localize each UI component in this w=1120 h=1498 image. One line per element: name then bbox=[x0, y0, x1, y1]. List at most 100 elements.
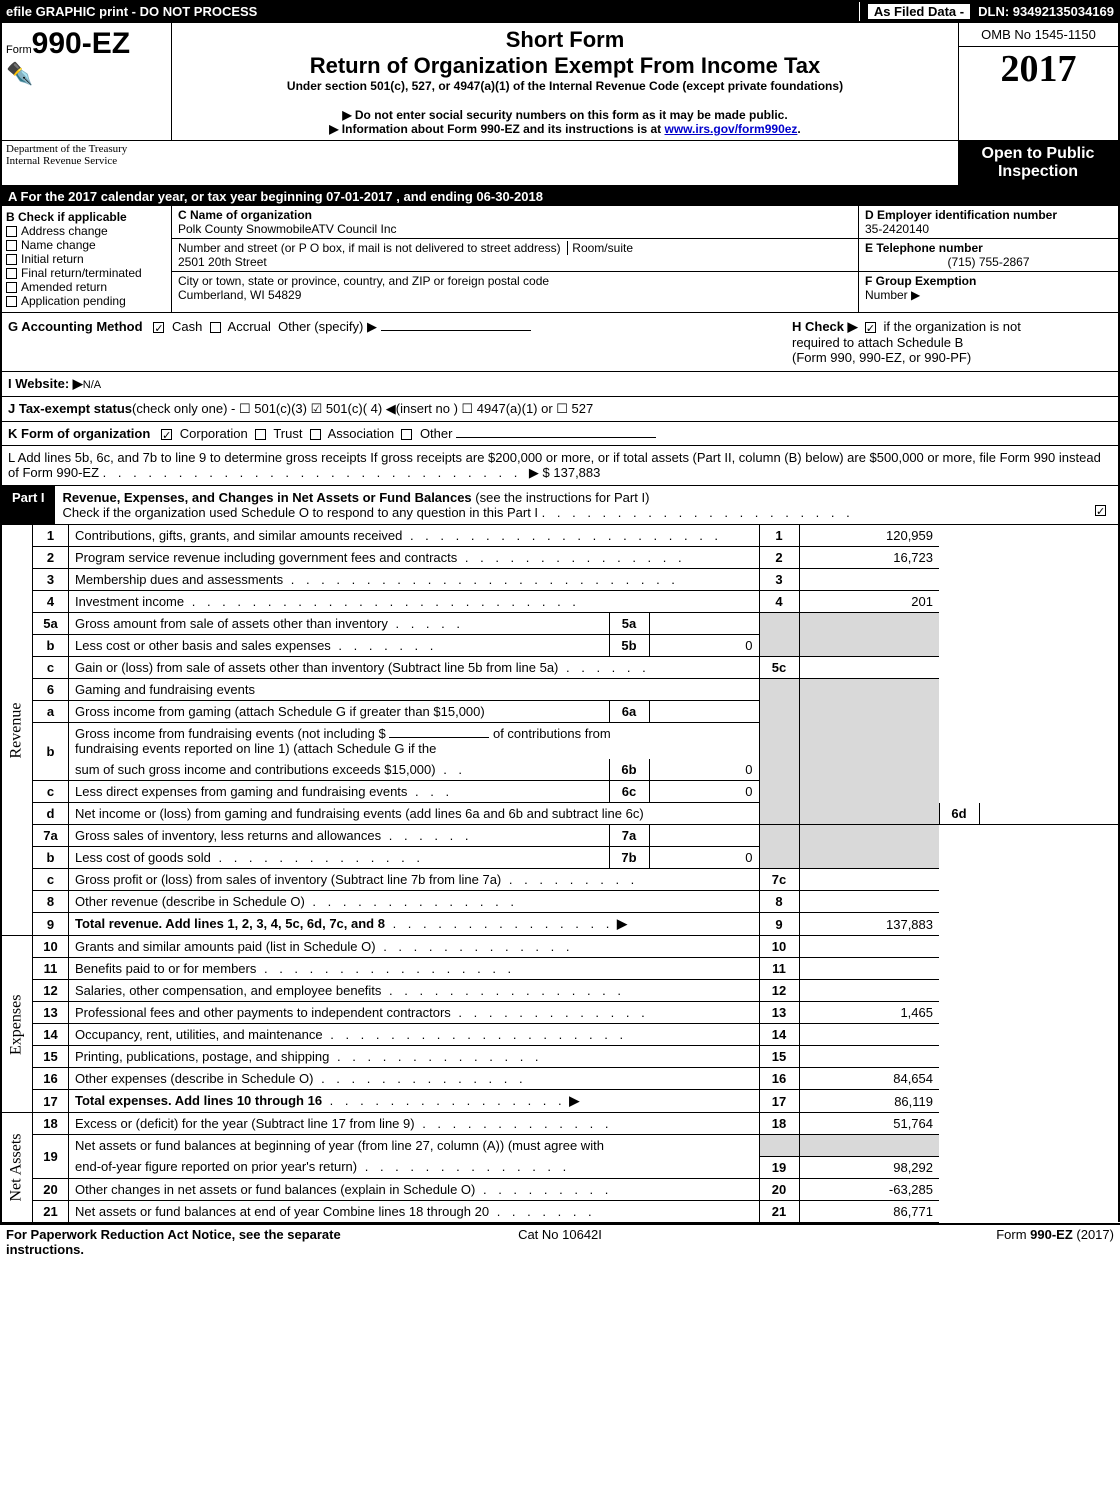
checkbox-accrual[interactable] bbox=[210, 322, 221, 333]
efile-text: efile GRAPHIC print - DO NOT PROCESS bbox=[6, 4, 257, 19]
line-4-col: 4 bbox=[759, 591, 799, 613]
checkbox-initial[interactable] bbox=[6, 254, 17, 265]
side-revenue: Revenue bbox=[1, 525, 33, 936]
checkbox-cash[interactable] bbox=[153, 322, 164, 333]
checkbox-amended[interactable] bbox=[6, 282, 17, 293]
line-19-desc2: end-of-year figure reported on prior yea… bbox=[75, 1159, 357, 1174]
line-14-num: 14 bbox=[33, 1024, 69, 1046]
irs-link[interactable]: www.irs.gov/form990ez bbox=[664, 122, 797, 136]
c-name-row: C Name of organization Polk County Snowm… bbox=[172, 206, 858, 239]
line-17-num: 17 bbox=[33, 1090, 69, 1113]
part1-check: Check if the organization used Schedule … bbox=[63, 505, 539, 520]
part1-title: Revenue, Expenses, and Changes in Net As… bbox=[55, 486, 1118, 524]
checkbox-corp[interactable] bbox=[161, 429, 172, 440]
open-public: Open to Public Inspection bbox=[958, 141, 1118, 185]
line-6-shade bbox=[759, 679, 799, 825]
line-21-val: 86,771 bbox=[799, 1200, 939, 1222]
line-6a-desc: Gross income from gaming (attach Schedul… bbox=[75, 704, 485, 719]
g-label: G Accounting Method bbox=[8, 319, 143, 334]
line-5c-desc: Gain or (loss) from sale of assets other… bbox=[75, 660, 558, 675]
tax-year: 2017 bbox=[959, 47, 1118, 91]
line-6a-ival bbox=[649, 701, 759, 723]
line-7c-desc: Gross profit or (loss) from sales of inv… bbox=[75, 872, 501, 887]
line-5a-inum: 5a bbox=[609, 613, 649, 635]
line-13-col: 13 bbox=[759, 1002, 799, 1024]
k-other: Other bbox=[420, 426, 453, 441]
b-final: Final return/terminated bbox=[21, 266, 142, 280]
checkbox-part1[interactable] bbox=[1095, 505, 1106, 516]
part1-header: Part I Revenue, Expenses, and Changes in… bbox=[0, 486, 1120, 525]
line-3-val bbox=[799, 569, 939, 591]
checkbox-pending[interactable] bbox=[6, 296, 17, 307]
line-3-num: 3 bbox=[33, 569, 69, 591]
b-init: Initial return bbox=[21, 252, 84, 266]
checkbox-other[interactable] bbox=[401, 429, 412, 440]
line-17-desc: Total expenses. Add lines 10 through 16 bbox=[75, 1093, 322, 1108]
part1-sub: (see the instructions for Part I) bbox=[472, 490, 650, 505]
checkbox-final[interactable] bbox=[6, 268, 17, 279]
checkbox-assoc[interactable] bbox=[310, 429, 321, 440]
line-5a-desc: Gross amount from sale of assets other t… bbox=[75, 616, 388, 631]
line-5b-inum: 5b bbox=[609, 635, 649, 657]
line-5b-ival: 0 bbox=[649, 635, 759, 657]
line-15-num: 15 bbox=[33, 1046, 69, 1068]
line-9-val: 137,883 bbox=[799, 913, 939, 936]
line-8-val bbox=[799, 891, 939, 913]
b-addr: Address change bbox=[21, 224, 108, 238]
line-7b-ival: 0 bbox=[649, 847, 759, 869]
line-18-desc: Excess or (deficit) for the year (Subtra… bbox=[75, 1116, 415, 1131]
checkbox-trust[interactable] bbox=[255, 429, 266, 440]
info-post: . bbox=[797, 122, 800, 136]
checkbox-h[interactable] bbox=[865, 322, 876, 333]
b-name: Name change bbox=[21, 238, 96, 252]
top-bar: efile GRAPHIC print - DO NOT PROCESS As … bbox=[0, 0, 1120, 23]
line-14-col: 14 bbox=[759, 1024, 799, 1046]
checkbox-address[interactable] bbox=[6, 226, 17, 237]
b-header: B Check if applicable bbox=[6, 210, 167, 224]
city: Cumberland, WI 54829 bbox=[178, 288, 301, 302]
footer-mid: Cat No 10642I bbox=[375, 1227, 744, 1257]
h-l2: required to attach Schedule B bbox=[792, 335, 963, 350]
line-6c-inum: 6c bbox=[609, 781, 649, 803]
c-street-row: Number and street (or P O box, if mail i… bbox=[172, 239, 858, 272]
g-accrual: Accrual bbox=[228, 319, 271, 334]
a-pre: A For the 2017 calendar year, or tax yea… bbox=[8, 189, 326, 204]
e-phone-row: E Telephone number (715) 755-2867 bbox=[859, 239, 1118, 272]
line-4-desc: Investment income bbox=[75, 594, 184, 609]
line-3-desc: Membership dues and assessments bbox=[75, 572, 283, 587]
line-20-val: -63,285 bbox=[799, 1178, 939, 1200]
l-amount: ▶ $ 137,883 bbox=[529, 465, 600, 480]
h-l3: (Form 990, 990-EZ, or 990-PF) bbox=[792, 350, 971, 365]
h-check: H Check ▶ if the organization is not req… bbox=[792, 319, 1112, 365]
j-label: J Tax-exempt status bbox=[8, 401, 132, 416]
line-17-val: 86,119 bbox=[799, 1090, 939, 1113]
dept-row: Department of the Treasury Internal Reve… bbox=[0, 140, 1120, 187]
line-6c-ival: 0 bbox=[649, 781, 759, 803]
h-pre: H Check ▶ bbox=[792, 319, 858, 334]
line-5b-num: b bbox=[33, 635, 69, 657]
form-number-box: Form990-EZ ✒️ bbox=[2, 23, 172, 140]
form-990ez: 990-EZ bbox=[32, 27, 130, 60]
line-6b-ival: 0 bbox=[649, 759, 759, 781]
h-post: if the organization is not bbox=[884, 319, 1021, 334]
line-12-num: 12 bbox=[33, 980, 69, 1002]
line-17-col: 17 bbox=[759, 1090, 799, 1113]
checkbox-name[interactable] bbox=[6, 240, 17, 251]
line-5b-desc: Less cost or other basis and sales expen… bbox=[75, 638, 331, 653]
open-public-2: Inspection bbox=[962, 163, 1114, 181]
line-5a-ival bbox=[649, 613, 759, 635]
c-city-label: City or town, state or province, country… bbox=[178, 274, 549, 288]
row-a: A For the 2017 calendar year, or tax yea… bbox=[0, 187, 1120, 206]
phone: (715) 755-2867 bbox=[865, 255, 1112, 269]
title-mid: Short Form Return of Organization Exempt… bbox=[172, 23, 958, 140]
d-label: D Employer identification number bbox=[865, 208, 1057, 222]
line-20-col: 20 bbox=[759, 1178, 799, 1200]
line-8-col: 8 bbox=[759, 891, 799, 913]
side-expenses: Expenses bbox=[1, 936, 33, 1113]
line-11-val bbox=[799, 958, 939, 980]
line-11-num: 11 bbox=[33, 958, 69, 980]
irs: Internal Revenue Service bbox=[6, 155, 168, 167]
row-k: K Form of organization Corporation Trust… bbox=[0, 422, 1120, 446]
line-7a-num: 7a bbox=[33, 825, 69, 847]
line-9-desc: Total revenue. Add lines 1, 2, 3, 4, 5c,… bbox=[75, 916, 385, 931]
